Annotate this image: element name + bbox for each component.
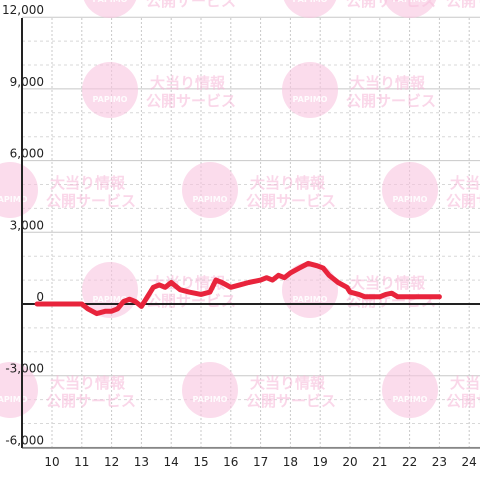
watermark-line1: 大当り情報: [150, 274, 226, 292]
y-tick-label: 9,000: [10, 75, 44, 89]
x-tick-label: 23: [432, 455, 447, 469]
watermark-logo-text: PAPIMO: [93, 0, 128, 4]
watermark-logo-circle: [382, 162, 438, 218]
watermark-line1: 大当り情報: [150, 74, 226, 92]
watermark-line2: 公開サービス: [246, 192, 336, 210]
x-tick-label: 12: [104, 455, 119, 469]
y-tick-label: 3,000: [10, 218, 44, 232]
x-tick-label: 10: [44, 455, 59, 469]
watermark-logo-text: PAPIMO: [293, 0, 328, 4]
series-line: [34, 260, 442, 317]
watermark-logo-text: PAPIMO: [93, 95, 128, 104]
axes: [21, 18, 480, 449]
watermark-logo-text: PAPIMO: [393, 195, 428, 204]
watermark-logo-circle: [383, 0, 437, 18]
y-tick-label: 6,000: [10, 147, 44, 161]
y-tick-label: -3,000: [5, 362, 44, 376]
watermark-line1: 大当り情報: [350, 74, 426, 92]
x-tick-label: 13: [134, 455, 149, 469]
watermark-line1: 大当り情報: [250, 174, 326, 192]
y-tick-label: 12,000: [2, 3, 44, 17]
y-tick-label: -6,000: [5, 433, 44, 447]
watermark-line1: 大当り情報: [50, 174, 126, 192]
watermark-logo-text: PAPIMO: [193, 195, 228, 204]
x-tick-label: 14: [164, 455, 179, 469]
watermark-line1: 大当り情報: [450, 174, 480, 192]
watermark-line2: 公開サービス: [46, 392, 136, 410]
watermark-logo-text: PAPIMO: [0, 195, 28, 204]
x-tick-label: 11: [74, 455, 89, 469]
watermark-line2: 公開サービス: [146, 92, 236, 110]
watermark-line2: 公開サービス: [446, 0, 480, 10]
watermark-logo-circle: [82, 62, 138, 118]
x-tick-label: 19: [313, 455, 328, 469]
watermark-line2: 公開サービス: [46, 192, 136, 210]
x-tick-label: 22: [402, 455, 417, 469]
watermark-line1: 大当り情報: [450, 374, 480, 392]
watermark-layer: PAPIMO大当り情報公開サービスPAPIMO大当り情報公開サービスPAPIMO…: [0, 0, 480, 418]
watermark-line2: 公開サービス: [346, 92, 436, 110]
watermark-line2: 公開サービス: [446, 392, 480, 410]
watermark-line2: 公開サービス: [246, 392, 336, 410]
watermark-logo-circle: [282, 62, 338, 118]
watermark-logo-text: PAPIMO: [0, 395, 28, 404]
watermark-logo-circle: [182, 162, 238, 218]
watermark-logo-text: PAPIMO: [393, 395, 428, 404]
watermark-logo-text: PAPIMO: [293, 295, 328, 304]
watermark-logo-circle: [283, 0, 337, 18]
watermark-logo-circle: [0, 362, 38, 418]
watermark-logo-circle: [83, 0, 137, 18]
watermark-logo-circle: [382, 362, 438, 418]
x-tick-label: 21: [372, 455, 387, 469]
watermark-logo-text: PAPIMO: [193, 395, 228, 404]
x-tick-label: 17: [253, 455, 268, 469]
x-tick-label: 24: [462, 455, 477, 469]
watermark-line2: 公開サービス: [146, 292, 236, 310]
watermark-logo-circle: [182, 362, 238, 418]
watermark-logo-text: PAPIMO: [393, 0, 428, 4]
x-tick-label: 18: [283, 455, 298, 469]
y-tick-label: 0: [36, 290, 44, 304]
watermark-logo-circle: [0, 162, 38, 218]
watermark-line1: 大当り情報: [350, 274, 426, 292]
x-tick-label: 16: [223, 455, 238, 469]
watermark-line1: 大当り情報: [250, 374, 326, 392]
watermark-line2: 公開サービス: [146, 0, 236, 10]
watermark-line1: 大当り情報: [50, 374, 126, 392]
series-layer: [34, 260, 442, 317]
watermark-line2: 公開サービス: [446, 192, 480, 210]
x-tick-label: 15: [193, 455, 208, 469]
watermark-logo-text: PAPIMO: [293, 95, 328, 104]
x-tick-label: 20: [342, 455, 357, 469]
watermark-logo-text: PAPIMO: [93, 295, 128, 304]
